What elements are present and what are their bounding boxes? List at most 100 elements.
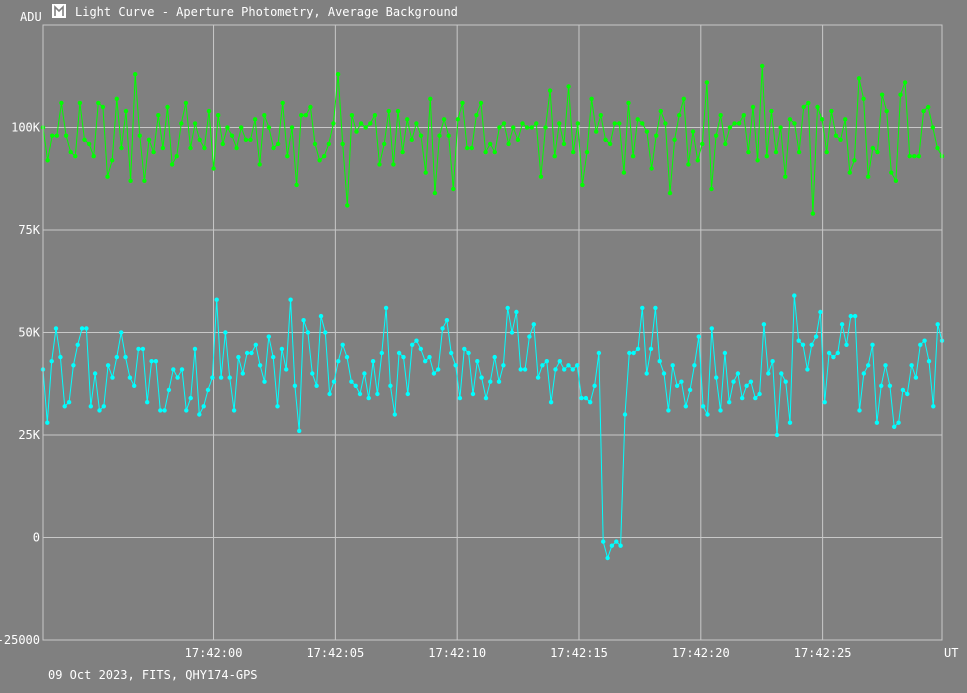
data-point xyxy=(363,125,368,130)
data-point xyxy=(870,342,875,347)
data-point xyxy=(770,359,775,364)
data-point xyxy=(303,113,308,118)
data-point xyxy=(336,359,341,364)
data-point xyxy=(279,346,285,352)
data-point xyxy=(308,104,313,110)
data-point xyxy=(575,363,580,368)
data-point xyxy=(211,166,216,171)
data-point xyxy=(317,158,322,163)
data-point xyxy=(889,170,894,175)
data-point xyxy=(700,404,706,409)
x-tick-label: 17:42:25 xyxy=(794,646,852,660)
data-point xyxy=(879,92,885,97)
data-point xyxy=(930,125,935,130)
y-tick-label: 0 xyxy=(33,531,40,545)
data-point xyxy=(548,400,554,405)
data-point xyxy=(589,96,594,102)
data-point xyxy=(916,154,922,159)
data-point xyxy=(833,133,839,138)
data-point xyxy=(815,104,820,110)
data-point xyxy=(670,363,675,368)
data-point xyxy=(852,313,858,319)
y-tick-label: 25K xyxy=(18,428,40,442)
data-point xyxy=(66,400,72,405)
data-point xyxy=(331,121,336,126)
data-point xyxy=(257,363,263,368)
data-point xyxy=(681,96,686,102)
data-point xyxy=(132,383,137,388)
data-point xyxy=(366,395,371,401)
data-point xyxy=(709,186,714,192)
data-point xyxy=(174,154,179,159)
data-point xyxy=(679,379,684,384)
data-point xyxy=(349,379,354,384)
data-point xyxy=(395,108,401,114)
data-point xyxy=(657,359,662,364)
data-point xyxy=(140,346,146,352)
data-point xyxy=(666,408,671,413)
data-point xyxy=(377,162,382,167)
data-point xyxy=(813,334,819,339)
data-point xyxy=(239,125,244,130)
data-point xyxy=(800,342,806,347)
data-point xyxy=(179,367,185,372)
data-point xyxy=(824,149,829,155)
data-point xyxy=(801,104,806,110)
data-point xyxy=(354,129,359,134)
data-point xyxy=(322,154,327,159)
data-point xyxy=(285,154,290,159)
data-point xyxy=(750,104,756,110)
data-point xyxy=(289,125,295,130)
data-point xyxy=(843,117,848,122)
data-point xyxy=(229,133,235,138)
data-point xyxy=(856,76,862,81)
data-point xyxy=(188,395,193,401)
data-point xyxy=(731,379,736,384)
data-point xyxy=(740,395,745,401)
data-point xyxy=(534,121,539,126)
data-point xyxy=(252,117,258,122)
data-point xyxy=(544,359,549,364)
data-point xyxy=(146,137,152,142)
data-point xyxy=(323,330,328,335)
data-point xyxy=(114,354,120,360)
data-point xyxy=(761,322,767,327)
data-point xyxy=(197,137,202,142)
data-point xyxy=(696,334,701,339)
data-point xyxy=(379,350,384,356)
data-point xyxy=(470,391,476,397)
data-point xyxy=(848,313,853,319)
data-point xyxy=(506,141,511,147)
data-point xyxy=(809,342,814,347)
data-point xyxy=(292,383,298,388)
data-point xyxy=(718,408,723,413)
data-point xyxy=(105,363,111,368)
data-point xyxy=(874,420,880,425)
data-point xyxy=(297,428,302,434)
data-point xyxy=(368,121,373,126)
data-point xyxy=(764,154,769,159)
data-point xyxy=(627,350,632,356)
data-point xyxy=(71,363,76,368)
data-point xyxy=(301,318,306,323)
data-point xyxy=(861,371,866,376)
data-point xyxy=(866,174,871,179)
data-point xyxy=(262,113,267,118)
data-point xyxy=(735,371,741,376)
data-point xyxy=(335,72,341,77)
data-point xyxy=(514,309,519,315)
data-point xyxy=(648,346,654,352)
data-point xyxy=(653,305,658,311)
data-point xyxy=(870,145,875,151)
data-point xyxy=(547,88,553,93)
data-point xyxy=(400,149,405,155)
data-point xyxy=(866,363,871,368)
data-point xyxy=(62,404,67,409)
window-title: Light Curve - Aperture Photometry, Avera… xyxy=(75,5,458,19)
data-point xyxy=(714,375,719,380)
data-point xyxy=(101,404,107,409)
data-point xyxy=(900,387,906,393)
data-point xyxy=(284,367,289,372)
data-point xyxy=(192,121,198,126)
data-point xyxy=(427,354,432,360)
